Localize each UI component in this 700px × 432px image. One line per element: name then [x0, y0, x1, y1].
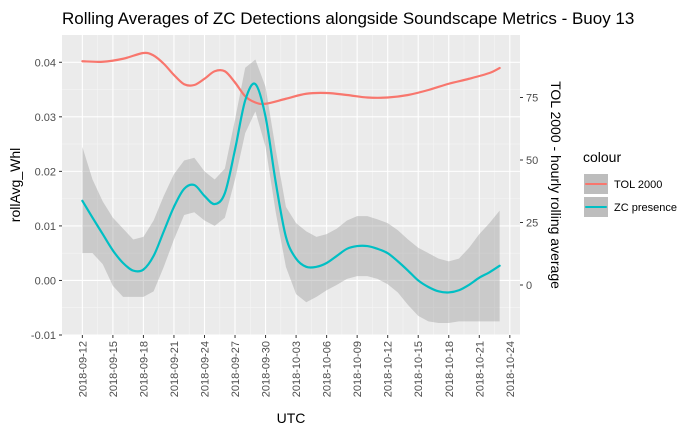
- y2-tick-label: 25: [526, 218, 538, 230]
- y-tick-label: -0.01: [31, 330, 56, 342]
- confidence-band-1: [82, 59, 500, 324]
- confidence-band-layer: [82, 59, 500, 324]
- x-tick-label: 2018-10-12: [383, 341, 395, 397]
- y-tick-label: 0.01: [35, 221, 56, 233]
- series-line-0: [81, 51, 501, 106]
- y-axis-right: 0 25 50 75: [520, 93, 538, 292]
- legend-title: colour: [583, 149, 621, 165]
- x-tick-label: 2018-09-15: [108, 341, 120, 397]
- x-tick-label: 2018-09-30: [261, 341, 273, 397]
- x-tick-label: 2018-10-18: [444, 341, 456, 397]
- y2-axis-title: TOL 2000 - hourly rolling average: [548, 81, 564, 289]
- y2-tick-label: 75: [526, 93, 538, 105]
- y-tick-label: 0.00: [35, 275, 56, 287]
- x-tick-label: 2018-10-24: [505, 341, 517, 397]
- y-tick-label: 0.04: [35, 57, 56, 69]
- y-axis-title: rollAvg_Whl: [7, 148, 23, 222]
- x-tick-label: 2018-09-21: [169, 341, 181, 397]
- series-line-1: [81, 82, 501, 294]
- x-tick-label: 2018-10-09: [352, 341, 364, 397]
- x-tick-label: 2018-09-18: [138, 341, 150, 397]
- x-tick-label: 2018-10-03: [291, 341, 303, 397]
- series-line-layer: [81, 51, 501, 294]
- x-tick-label: 2018-10-21: [474, 341, 486, 397]
- x-tick-label: 2018-10-06: [322, 341, 334, 397]
- x-axis: 2018-09-12 2018-09-15 2018-09-18 2018-09-21…: [77, 335, 517, 397]
- legend-entry-tol-2000: TOL 2000: [584, 174, 662, 194]
- x-axis-title: UTC: [277, 410, 306, 426]
- y-tick-label: 0.02: [35, 166, 56, 178]
- x-tick-label: 2018-09-24: [199, 341, 211, 397]
- x-tick-label: 2018-10-15: [413, 341, 425, 397]
- y2-tick-label: 0: [526, 280, 532, 292]
- grid-major: [62, 35, 520, 336]
- y-axis-left: -0.01 0.00 0.01 0.02 0.03 0.04: [31, 57, 62, 342]
- x-tick-label: 2018-09-12: [77, 341, 89, 397]
- y2-tick-label: 50: [526, 155, 538, 167]
- legend-label-zc-presence: ZC presence: [614, 202, 677, 214]
- legend-label-tol-2000: TOL 2000: [614, 179, 662, 191]
- legend-entry-zc-presence: ZC presence: [584, 197, 677, 217]
- legend: colour TOL 2000 ZC presence: [583, 149, 677, 217]
- x-tick-label: 2018-09-27: [230, 341, 242, 397]
- y-tick-label: 0.03: [35, 112, 56, 124]
- chart-title: Rolling Averages of ZC Detections alongs…: [62, 9, 634, 28]
